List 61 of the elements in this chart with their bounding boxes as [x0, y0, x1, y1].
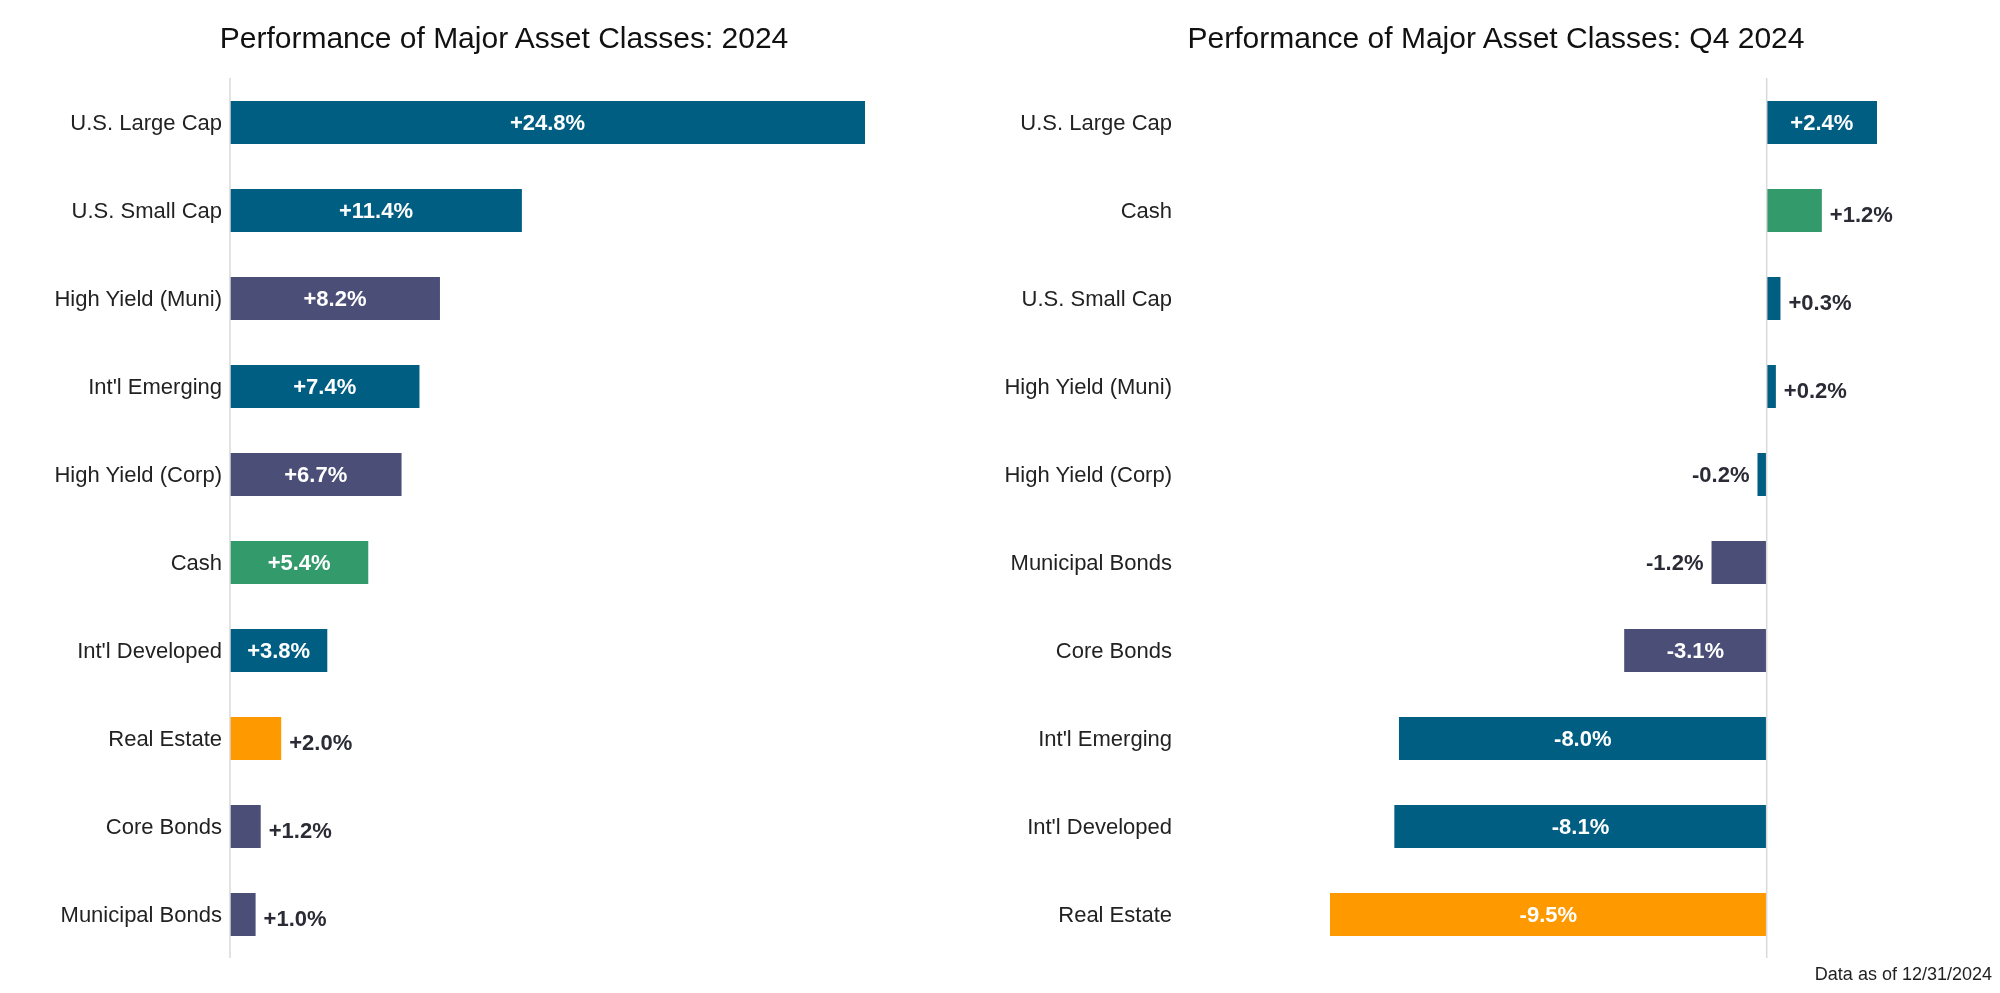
bar: [230, 717, 282, 760]
data-label: +7.4%: [293, 374, 357, 400]
data-label: +3.8%: [247, 638, 311, 664]
data-label: +11.4%: [338, 198, 413, 224]
y-tick-label: Cash: [1120, 197, 1172, 223]
bar: [230, 893, 256, 936]
data-label: +0.3%: [1788, 289, 1852, 315]
text: Data as of 12/31/2024: [1814, 964, 1992, 985]
data-label: +1.0%: [263, 905, 327, 931]
data-label: +6.7%: [284, 462, 348, 488]
data-label: -9.5%: [1519, 902, 1578, 928]
chart-title: Performance of Major Asset Classes: 2024: [218, 20, 790, 56]
data-label: +0.2%: [1783, 377, 1847, 403]
data-label: +2.4%: [1790, 110, 1854, 136]
chart-title: Performance of Major Asset Classes: Q4 2024: [1186, 20, 1806, 56]
bar: [1757, 453, 1767, 496]
y-tick-label: U.S. Large Cap: [1020, 109, 1172, 135]
data-label: -0.2%: [1692, 462, 1750, 488]
data-label: +24.8%: [509, 110, 586, 136]
y-tick-label: High Yield (Corp): [1004, 461, 1172, 487]
y-tick-label: High Yield (Muni): [1004, 373, 1172, 399]
y-tick-label: Cash: [170, 549, 222, 575]
bar: [1766, 277, 1781, 320]
data-label: -8.0%: [1554, 726, 1612, 752]
bar: [1711, 541, 1767, 584]
data-label: +8.2%: [303, 286, 367, 312]
data-label: +1.2%: [1829, 201, 1893, 227]
y-tick-label: Int'l Developed: [77, 637, 222, 663]
data-label: +2.0%: [289, 729, 353, 755]
data-label: -8.1%: [1551, 814, 1610, 840]
data-label: -3.1%: [1666, 638, 1725, 664]
bar: [1766, 365, 1776, 408]
data-label: +1.2%: [268, 817, 332, 843]
bar: [230, 365, 420, 408]
bar: [1330, 893, 1767, 936]
bar: [230, 805, 261, 848]
y-tick-label: Int'l Emerging: [1038, 725, 1172, 751]
bar: [1394, 805, 1767, 848]
y-tick-label: Core Bonds: [1055, 637, 1172, 663]
bar: [230, 277, 440, 320]
y-tick-label: Real Estate: [1058, 901, 1172, 927]
y-tick-label: Core Bonds: [105, 813, 222, 839]
y-tick-label: High Yield (Muni): [54, 285, 222, 311]
y-tick-label: Int'l Developed: [1027, 813, 1172, 839]
y-tick-label: U.S. Small Cap: [71, 197, 222, 223]
y-tick-label: U.S. Large Cap: [70, 109, 222, 135]
y-tick-label: Municipal Bonds: [60, 901, 222, 927]
bar: [1624, 629, 1767, 672]
bar: [230, 101, 865, 144]
y-tick-label: U.S. Small Cap: [1021, 285, 1172, 311]
y-tick-label: Real Estate: [108, 725, 222, 751]
y-tick-label: High Yield (Corp): [54, 461, 222, 487]
data-label: -1.2%: [1646, 550, 1704, 576]
bar: [1766, 189, 1822, 232]
bar: [230, 453, 402, 496]
bar: [230, 189, 522, 232]
y-tick-label: Int'l Emerging: [88, 373, 222, 399]
y-tick-label: Municipal Bonds: [1010, 549, 1172, 575]
bar: [230, 541, 369, 584]
data-label: +5.4%: [267, 550, 331, 576]
bar: [1398, 717, 1767, 760]
